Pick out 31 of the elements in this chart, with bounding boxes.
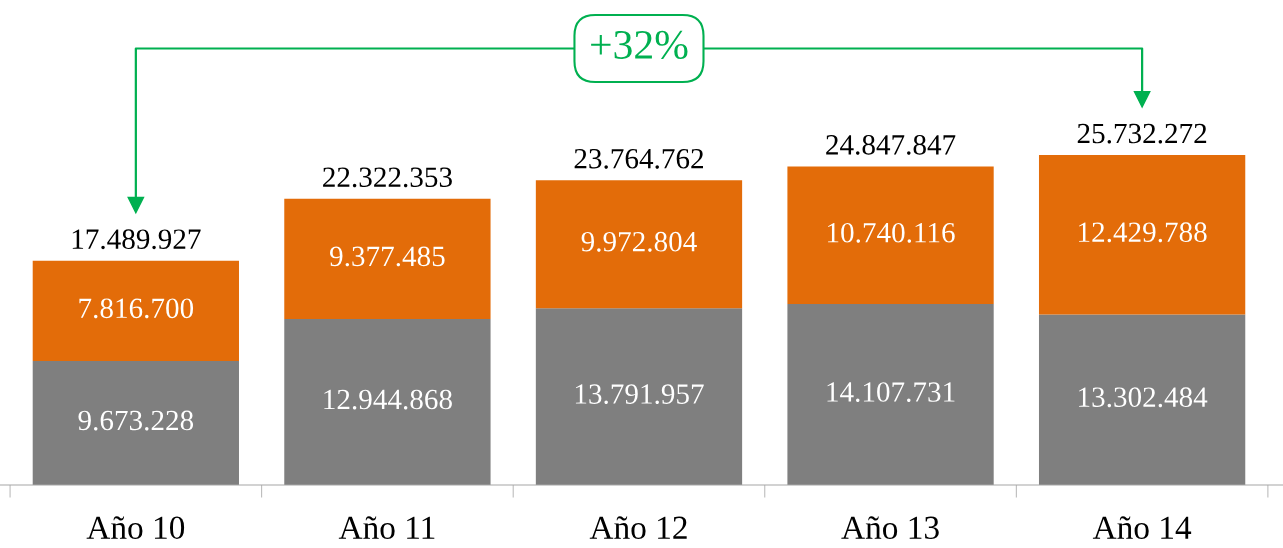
bar xyxy=(1038,314,1246,485)
bar xyxy=(32,360,239,485)
data-label: 9.673.228 xyxy=(78,410,194,431)
data-label: 13.791.957 xyxy=(575,384,704,405)
data-label: 10.740.116 xyxy=(828,222,955,243)
total-label: 17.489.927 xyxy=(72,229,201,250)
data-label: 13.302.484 xyxy=(1079,387,1208,408)
total-label: 22.322.353 xyxy=(323,167,452,188)
data-label: 12.944.868 xyxy=(324,389,452,410)
x-tick-label: Año 11 xyxy=(338,516,435,540)
bar xyxy=(535,180,743,309)
bar xyxy=(535,308,743,485)
total-label: 24.847.847 xyxy=(826,134,956,155)
x-tick-label: Año 14 xyxy=(1092,516,1192,540)
data-label: 12.429.788 xyxy=(1079,222,1207,243)
x-tick-label: Año 10 xyxy=(86,516,185,540)
total-label: 25.732.272 xyxy=(1077,123,1207,144)
bar xyxy=(32,260,239,361)
bar xyxy=(284,319,491,485)
bar xyxy=(1038,155,1246,315)
data-label: 9.377.485 xyxy=(330,246,445,267)
data-label: 9.972.804 xyxy=(581,231,697,252)
data-label: 7.816.700 xyxy=(79,298,194,319)
bar xyxy=(787,166,994,305)
total-label: 23.764.762 xyxy=(574,148,703,169)
data-label: 14.107.731 xyxy=(827,382,955,402)
bar xyxy=(787,304,994,485)
text: +32% xyxy=(591,30,688,60)
bar xyxy=(284,198,491,320)
x-tick-label: Año 13 xyxy=(841,516,939,540)
x-tick-label: Año 12 xyxy=(589,516,687,540)
